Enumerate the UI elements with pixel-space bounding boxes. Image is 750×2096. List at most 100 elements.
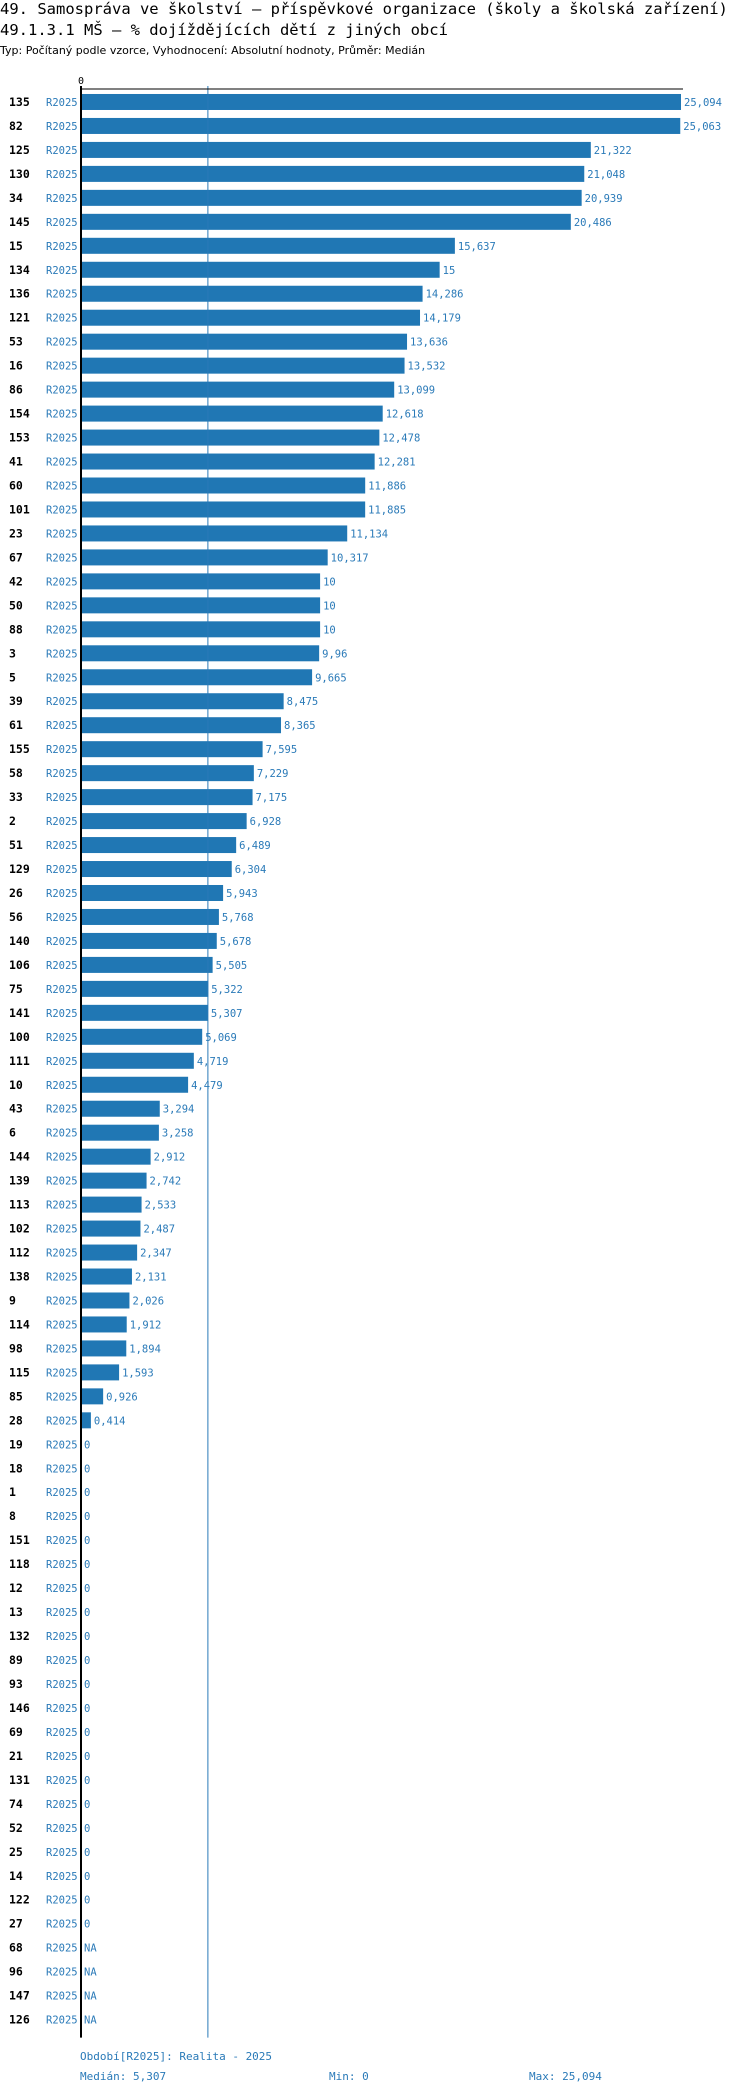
value-label: 0 — [84, 1823, 90, 1835]
series-tag-label: R2025 — [46, 97, 78, 109]
bar — [81, 1052, 194, 1069]
series-tag-label: R2025 — [46, 121, 78, 133]
bar — [81, 261, 440, 278]
value-label: 14,179 — [423, 313, 461, 325]
category-label: 125 — [9, 143, 30, 157]
value-label: 0 — [84, 1751, 90, 1763]
value-label: 0,414 — [94, 1415, 126, 1427]
category-label: 112 — [9, 1246, 30, 1260]
value-label: 0 — [84, 1463, 90, 1475]
x-axis-zero-label: 0 — [78, 76, 84, 87]
category-label: 16 — [9, 359, 23, 373]
value-label: 21,048 — [587, 169, 625, 181]
value-label: 1,593 — [122, 1367, 154, 1379]
value-label: 3,294 — [163, 1104, 195, 1116]
category-label: 132 — [9, 1629, 30, 1643]
bar — [81, 93, 681, 110]
series-tag-label: R2025 — [46, 361, 78, 373]
bar — [81, 405, 383, 422]
value-label: 11,134 — [350, 528, 388, 540]
value-label: NA — [84, 2015, 97, 2027]
series-tag-label: R2025 — [46, 1415, 78, 1427]
value-label: 0 — [84, 1535, 90, 1547]
value-label: 0 — [84, 1895, 90, 1907]
category-label: 154 — [9, 407, 30, 421]
category-label: 50 — [9, 598, 23, 612]
series-tag-label: R2025 — [46, 648, 78, 660]
category-label: 138 — [9, 1270, 30, 1284]
category-label: 1 — [9, 1485, 16, 1499]
value-label: 0 — [84, 1679, 90, 1691]
value-label: 0 — [84, 1559, 90, 1571]
category-label: 19 — [9, 1437, 23, 1451]
category-label: 43 — [9, 1102, 23, 1116]
series-tag-label: R2025 — [46, 313, 78, 325]
bar — [81, 213, 571, 230]
series-tag-label: R2025 — [46, 1607, 78, 1619]
bar — [81, 237, 455, 254]
bar — [81, 597, 321, 614]
series-tag-label: R2025 — [46, 217, 78, 229]
bar — [81, 501, 366, 518]
category-label: 98 — [9, 1341, 23, 1355]
category-label: 33 — [9, 790, 23, 804]
series-tag-label: R2025 — [46, 1224, 78, 1236]
bar — [81, 1076, 189, 1093]
series-tag-label: R2025 — [46, 888, 78, 900]
value-label: 0 — [84, 1631, 90, 1643]
series-tag-label: R2025 — [46, 1128, 78, 1140]
bar — [81, 741, 263, 758]
value-label: 13,636 — [410, 337, 448, 349]
category-label: 82 — [9, 119, 23, 133]
bar — [81, 1268, 132, 1285]
value-label: 10,317 — [331, 552, 369, 564]
value-label: 2,533 — [145, 1200, 177, 1212]
value-label: 13,532 — [408, 361, 446, 373]
category-label: 111 — [9, 1054, 30, 1068]
series-tag-label: R2025 — [46, 1679, 78, 1691]
category-label: 115 — [9, 1365, 30, 1379]
category-label: 2 — [9, 814, 16, 828]
series-tag-label: R2025 — [46, 1272, 78, 1284]
category-label: 75 — [9, 982, 23, 996]
bar — [81, 429, 380, 446]
category-label: 155 — [9, 742, 30, 756]
category-label: 61 — [9, 718, 23, 732]
bar — [81, 1292, 130, 1309]
series-tag-label: R2025 — [46, 1056, 78, 1068]
category-label: 151 — [9, 1533, 30, 1547]
series-tag-label: R2025 — [46, 1343, 78, 1355]
category-label: 74 — [9, 1797, 23, 1811]
value-label: 7,229 — [257, 768, 289, 780]
category-label: 6 — [9, 1126, 16, 1140]
bar — [81, 1004, 208, 1021]
series-tag-label: R2025 — [46, 1943, 78, 1955]
value-label: 11,885 — [368, 504, 406, 516]
value-label: 5,069 — [205, 1032, 237, 1044]
category-label: 85 — [9, 1389, 23, 1403]
value-label: 15,637 — [458, 241, 496, 253]
series-tag-label: R2025 — [46, 960, 78, 972]
bar — [81, 1172, 147, 1189]
value-label: 12,478 — [382, 433, 420, 445]
series-tag-label: R2025 — [46, 385, 78, 397]
category-label: 118 — [9, 1557, 30, 1571]
series-tag-label: R2025 — [46, 1751, 78, 1763]
category-label: 136 — [9, 287, 30, 301]
series-tag-label: R2025 — [46, 1967, 78, 1979]
footer-median: Medián: 5,307 — [80, 2070, 167, 2083]
value-label: 1,894 — [129, 1343, 161, 1355]
category-label: 153 — [9, 431, 30, 445]
bar — [81, 789, 253, 806]
value-label: 5,943 — [226, 888, 258, 900]
category-label: 13 — [9, 1605, 23, 1619]
value-label: 7,175 — [256, 792, 288, 804]
value-label: 0 — [84, 1871, 90, 1883]
bar — [81, 117, 681, 134]
series-tag-label: R2025 — [46, 1799, 78, 1811]
series-tag-label: R2025 — [46, 2015, 78, 2027]
category-label: 121 — [9, 311, 30, 325]
series-tag-label: R2025 — [46, 1439, 78, 1451]
value-label: 0 — [84, 1775, 90, 1787]
bar — [81, 477, 366, 494]
